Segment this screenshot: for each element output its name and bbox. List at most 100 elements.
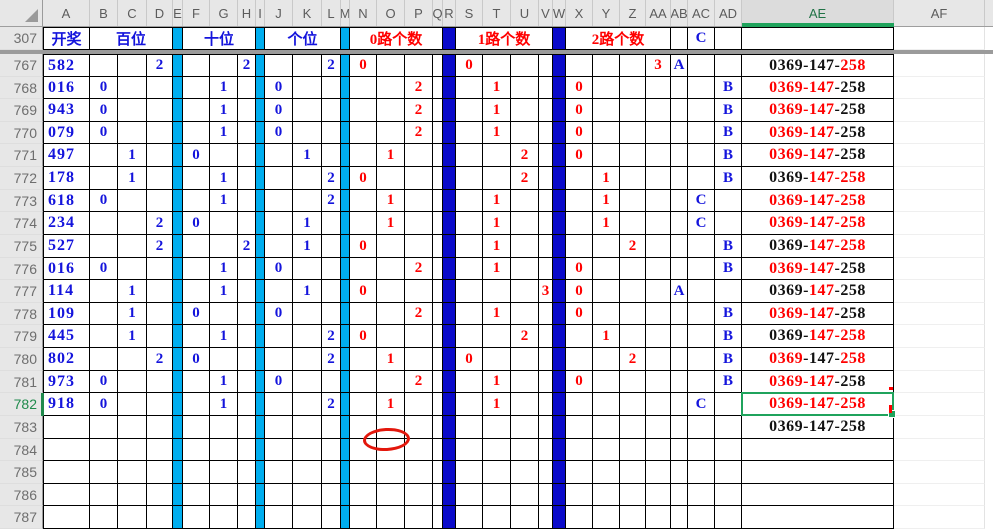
cell-AC787[interactable] — [688, 506, 715, 529]
cell-O779[interactable] — [377, 325, 405, 348]
cell-T767[interactable] — [483, 54, 511, 77]
cell-O767[interactable] — [377, 54, 405, 77]
cell-S785[interactable] — [456, 461, 483, 484]
cell-P783[interactable] — [405, 416, 433, 439]
cell-D775[interactable]: 2 — [147, 235, 173, 258]
cell-AC772[interactable] — [688, 167, 715, 190]
cell-A775[interactable]: 527 — [43, 235, 90, 258]
cell-J775[interactable] — [265, 235, 293, 258]
cell-G769[interactable]: 1 — [210, 99, 238, 122]
cell-X774[interactable] — [566, 212, 593, 235]
cell-J774[interactable] — [265, 212, 293, 235]
cell-D779[interactable] — [147, 325, 173, 348]
cell-J780[interactable] — [265, 348, 293, 371]
cell-J773[interactable] — [265, 190, 293, 212]
cell-I784[interactable] — [256, 439, 265, 461]
cell-H774[interactable] — [238, 212, 256, 235]
cell-P780[interactable] — [405, 348, 433, 371]
cell-L767[interactable]: 2 — [322, 54, 341, 77]
cell-G770[interactable]: 1 — [210, 122, 238, 144]
cell-K783[interactable] — [293, 416, 322, 439]
cell-AF783[interactable] — [894, 416, 985, 439]
cell-AD784[interactable] — [715, 439, 742, 461]
cell-Y782[interactable] — [593, 393, 620, 416]
cell-AA784[interactable] — [646, 439, 671, 461]
cell-Z784[interactable] — [620, 439, 646, 461]
cell-C777[interactable]: 1 — [118, 280, 147, 303]
cell-W771[interactable] — [553, 144, 566, 167]
cell-AC783[interactable] — [688, 416, 715, 439]
cell-N779[interactable]: 0 — [350, 325, 377, 348]
cell-D784[interactable] — [147, 439, 173, 461]
cell-R770[interactable] — [443, 122, 456, 144]
column-header-E[interactable]: E — [173, 0, 183, 26]
cell-H785[interactable] — [238, 461, 256, 484]
cell-E769[interactable] — [173, 99, 183, 122]
cell-J779[interactable] — [265, 325, 293, 348]
column-header-R[interactable]: R — [443, 0, 456, 26]
cell-AA774[interactable] — [646, 212, 671, 235]
cell-T770[interactable]: 1 — [483, 122, 511, 144]
cell-E785[interactable] — [173, 461, 183, 484]
cell-E779[interactable] — [173, 325, 183, 348]
cell-K773[interactable] — [293, 190, 322, 212]
cell-S776[interactable] — [456, 258, 483, 280]
cell-L772[interactable]: 2 — [322, 167, 341, 190]
cell-B767[interactable] — [90, 54, 118, 77]
column-header-P[interactable]: P — [405, 0, 433, 26]
cell-K769[interactable] — [293, 99, 322, 122]
cell-Z787[interactable] — [620, 506, 646, 529]
cell-H786[interactable] — [238, 484, 256, 506]
cell-Y771[interactable] — [593, 144, 620, 167]
cell-AD775[interactable]: B — [715, 235, 742, 258]
cell-O784[interactable] — [377, 439, 405, 461]
cell-X771[interactable]: 0 — [566, 144, 593, 167]
cell-V767[interactable] — [539, 54, 553, 77]
cell-N768[interactable] — [350, 77, 377, 99]
cell-T771[interactable] — [483, 144, 511, 167]
cell-C779[interactable]: 1 — [118, 325, 147, 348]
cell-AE786[interactable] — [742, 484, 894, 506]
cell-M780[interactable] — [341, 348, 350, 371]
cell-H777[interactable] — [238, 280, 256, 303]
cell-D783[interactable] — [147, 416, 173, 439]
cell-AC782[interactable]: C — [688, 393, 715, 416]
cell-C783[interactable] — [118, 416, 147, 439]
cell-P787[interactable] — [405, 506, 433, 529]
cell-U776[interactable] — [511, 258, 539, 280]
cell-V769[interactable] — [539, 99, 553, 122]
cell-R780[interactable] — [443, 348, 456, 371]
cell-F774[interactable]: 0 — [183, 212, 210, 235]
column-header-O[interactable]: O — [377, 0, 405, 26]
cell-AD783[interactable] — [715, 416, 742, 439]
cell-I785[interactable] — [256, 461, 265, 484]
cell-M768[interactable] — [341, 77, 350, 99]
column-header-B[interactable]: B — [90, 0, 118, 26]
column-header-C[interactable]: C — [118, 0, 147, 26]
cell-S772[interactable] — [456, 167, 483, 190]
row-header-768[interactable]: 768 — [0, 77, 43, 99]
cell-AA783[interactable] — [646, 416, 671, 439]
cell-AF771[interactable] — [894, 144, 985, 167]
cell-X307[interactable]: 2路个数 — [566, 27, 671, 50]
cell-AE781[interactable]: 0369-147-258 — [742, 371, 894, 393]
row-header-776[interactable]: 776 — [0, 258, 43, 280]
cell-AE778[interactable]: 0369-147-258 — [742, 303, 894, 325]
cell-R771[interactable] — [443, 144, 456, 167]
cell-AD787[interactable] — [715, 506, 742, 529]
cell-B768[interactable]: 0 — [90, 77, 118, 99]
cell-AF784[interactable] — [894, 439, 985, 461]
cell-J783[interactable] — [265, 416, 293, 439]
cell-W778[interactable] — [553, 303, 566, 325]
cell-Q780[interactable] — [433, 348, 443, 371]
cell-F777[interactable] — [183, 280, 210, 303]
cell-E772[interactable] — [173, 167, 183, 190]
cell-I780[interactable] — [256, 348, 265, 371]
cell-V786[interactable] — [539, 484, 553, 506]
cell-AE773[interactable]: 0369-147-258 — [742, 190, 894, 212]
cell-K776[interactable] — [293, 258, 322, 280]
cell-Y770[interactable] — [593, 122, 620, 144]
cell-H781[interactable] — [238, 371, 256, 393]
cell-AE767[interactable]: 0369-147-258 — [742, 54, 894, 77]
cell-Y777[interactable] — [593, 280, 620, 303]
